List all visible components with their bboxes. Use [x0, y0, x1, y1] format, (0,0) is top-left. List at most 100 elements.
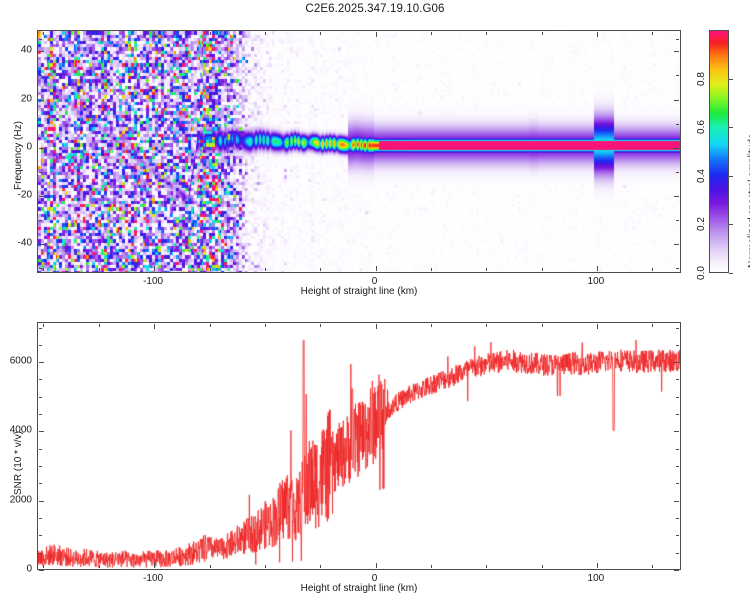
- spectrogram-x-minor-tick: [43, 268, 45, 271]
- snr-y-minor-tick: [39, 552, 42, 554]
- snr-x-ticklabel: 100: [587, 573, 605, 584]
- spectrogram-image: [38, 31, 680, 272]
- spectrogram-y-minor-tick: [39, 39, 42, 41]
- spectrogram-x-minor-tick: [98, 32, 100, 35]
- spectrogram-x-ticklabel: -100: [143, 276, 164, 287]
- spectrogram-y-minor-tick: [676, 123, 679, 125]
- snr-x-minor-tick: [209, 324, 211, 327]
- snr-y-minor-tick: [676, 518, 679, 519]
- snr-x-tick: [154, 563, 156, 568]
- spectrogram-x-minor-tick: [98, 268, 100, 271]
- snr-x-minor-tick: [541, 324, 543, 327]
- snr-y-tick: [39, 500, 44, 502]
- snr-y-tick: [39, 431, 44, 433]
- spectrogram-x-tick: [596, 32, 598, 37]
- spectrogram-x-ticklabel: 0: [371, 276, 378, 287]
- spectrogram-x-tick: [154, 32, 156, 37]
- spectrogram-x-minor-tick: [264, 32, 266, 35]
- spectrogram-y-tick: [674, 147, 679, 149]
- spectrogram-x-minor-tick: [486, 32, 488, 35]
- spectrogram-x-ticklabel: 100: [587, 276, 605, 287]
- spectrogram-y-minor-tick: [39, 268, 42, 270]
- spectrogram-y-tick: [39, 51, 44, 53]
- colorbar-tick: [729, 175, 733, 177]
- spectrogram-x-minor-tick: [209, 32, 211, 35]
- snr-x-tick: [375, 563, 377, 568]
- snr-x-minor-tick: [264, 324, 266, 327]
- spectrogram-y-minor-tick: [676, 75, 679, 77]
- colorbar-tick: [729, 78, 733, 80]
- spectrogram-x-axis-title: Height of straight line (km): [300, 286, 418, 297]
- spectrogram-x-minor-tick: [541, 268, 543, 271]
- snr-y-ticklabel: 0: [26, 563, 32, 575]
- colorbar: [709, 30, 729, 273]
- snr-x-minor-tick: [430, 565, 432, 568]
- snr-y-minor-tick: [676, 414, 679, 416]
- spectrogram-y-ticklabel: -40: [17, 237, 32, 249]
- snr-x-minor-tick: [486, 324, 488, 327]
- spectrogram-x-minor-tick: [320, 268, 322, 271]
- colorbar-tick: [729, 224, 733, 226]
- spectrogram-x-minor-tick: [541, 32, 543, 35]
- spectrogram-x-minor-tick: [320, 32, 322, 35]
- snr-y-tick: [39, 570, 44, 571]
- snr-x-axis-title: Height of straight line (km): [300, 583, 418, 594]
- spectrogram-x-minor-tick: [430, 268, 432, 271]
- spectrogram-y-minor-tick: [676, 171, 679, 173]
- spectrogram-y-tick: [674, 244, 679, 246]
- spectrogram-x-tick: [154, 266, 156, 271]
- snr-x-minor-tick: [43, 565, 45, 568]
- snr-y-minor-tick: [676, 327, 679, 329]
- snr-y-tick: [39, 362, 44, 364]
- spectrogram-y-ticklabel: 0: [26, 141, 32, 153]
- snr-y-tick: [674, 362, 679, 364]
- snr-y-minor-tick: [676, 344, 679, 346]
- colorbar-gradient: [710, 31, 728, 272]
- colorbar-ticklabel: 0.6: [696, 120, 707, 135]
- snr-x-ticklabel: -100: [143, 573, 164, 584]
- snr-x-minor-tick: [98, 565, 100, 568]
- snr-y-tick: [674, 570, 679, 571]
- snr-y-tick: [674, 500, 679, 502]
- spectrogram-x-minor-tick: [209, 268, 211, 271]
- snr-y-tick: [674, 431, 679, 433]
- spectrogram-x-minor-tick: [486, 268, 488, 271]
- spectrogram-y-minor-tick: [39, 220, 42, 221]
- snr-x-tick: [596, 324, 598, 329]
- spectrogram-y-axis-title: Frequency (Hz): [13, 121, 24, 190]
- snr-x-minor-tick: [541, 565, 543, 568]
- colorbar-ticklabel: 0.8: [696, 71, 707, 86]
- snr-y-minor-tick: [39, 396, 42, 398]
- spectrogram-y-tick: [39, 147, 44, 149]
- spectrogram-y-minor-tick: [39, 75, 42, 77]
- snr-y-minor-tick: [39, 466, 42, 468]
- snr-x-minor-tick: [486, 565, 488, 568]
- spectrogram-y-ticklabel: 40: [20, 44, 32, 56]
- spectrogram-x-minor-tick: [43, 32, 45, 35]
- snr-y-minor-tick: [39, 518, 42, 519]
- snr-y-ticklabel: 4000: [9, 424, 32, 436]
- snr-y-ticklabel: 2000: [9, 494, 32, 506]
- snr-y-minor-tick: [676, 466, 679, 468]
- spectrogram-y-minor-tick: [39, 171, 42, 173]
- spectrogram-x-minor-tick: [430, 32, 432, 35]
- snr-y-minor-tick: [676, 396, 679, 398]
- snr-x-minor-tick: [264, 565, 266, 568]
- snr-y-minor-tick: [676, 552, 679, 554]
- spectrogram-y-tick: [674, 195, 679, 197]
- spectrogram-y-tick: [674, 99, 679, 101]
- snr-y-minor-tick: [39, 327, 42, 329]
- snr-y-axis-title: SNR (10 * v/v): [13, 431, 24, 495]
- snr-x-tick: [596, 563, 598, 568]
- snr-x-minor-tick: [652, 565, 654, 568]
- snr-y-minor-tick: [676, 448, 679, 450]
- spectrogram-y-minor-tick: [676, 39, 679, 41]
- colorbar-ticklabel: 0.0: [696, 266, 707, 280]
- snr-y-minor-tick: [39, 379, 42, 381]
- snr-y-minor-tick: [39, 414, 42, 416]
- spectrogram-x-tick: [375, 266, 377, 271]
- snr-y-minor-tick: [39, 483, 42, 485]
- snr-x-minor-tick: [43, 324, 45, 327]
- spectrogram-y-ticklabel: 20: [20, 93, 32, 104]
